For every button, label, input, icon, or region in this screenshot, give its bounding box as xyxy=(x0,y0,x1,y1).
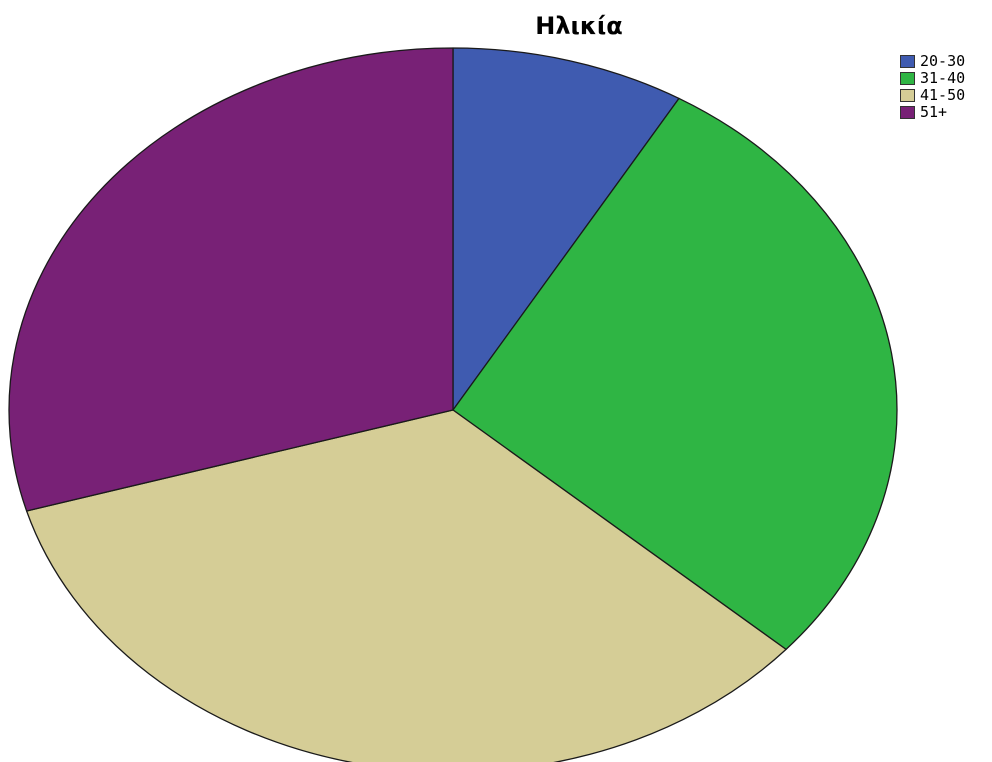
legend-swatch-51-plus xyxy=(900,106,915,119)
chart-title: Ηλικία xyxy=(535,12,623,40)
legend-swatch-31-40 xyxy=(900,72,915,85)
pie-slice-51-plus xyxy=(8,47,454,512)
legend-item-31-40: 31-40 xyxy=(900,70,965,87)
pie-slices xyxy=(8,47,898,762)
legend-label-51-plus: 51+ xyxy=(920,103,948,121)
legend-label-41-50: 41-50 xyxy=(920,86,966,104)
legend-label-31-40: 31-40 xyxy=(920,69,966,87)
legend-swatch-41-50 xyxy=(900,89,915,102)
legend-item-41-50: 41-50 xyxy=(900,87,965,104)
pie-slice-41-50 xyxy=(25,409,787,762)
pie-slice-20-30 xyxy=(452,47,680,411)
legend-item-51-plus: 51+ xyxy=(900,104,965,121)
pie-slice-31-40 xyxy=(452,97,898,651)
legend-label-20-30: 20-30 xyxy=(920,52,966,70)
legend-swatch-20-30 xyxy=(900,55,915,68)
legend: 20-30 31-40 41-50 51+ xyxy=(900,53,965,121)
legend-item-20-30: 20-30 xyxy=(900,53,965,70)
